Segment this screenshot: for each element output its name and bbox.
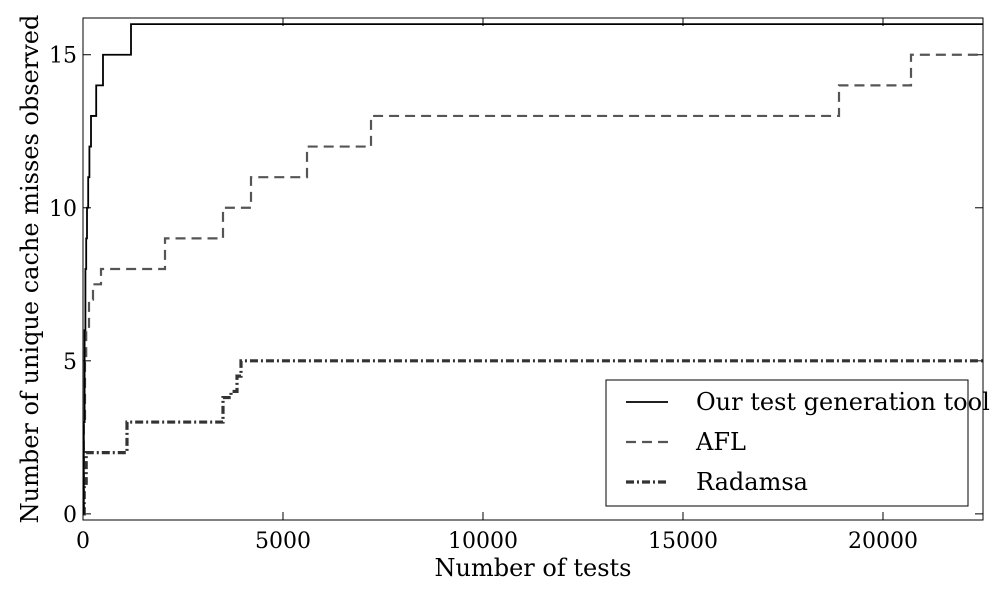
series-layer (82, 23, 983, 516)
x-tick-label: 10000 (448, 529, 518, 554)
plot-frame (82, 17, 984, 521)
legend-label-afl: AFL (695, 428, 746, 456)
legend-label-radamsa: Radamsa (696, 468, 808, 496)
series-line-our-test-generation-tool (82, 23, 983, 515)
x-tick-label: 0 (76, 529, 90, 554)
x-tick-label: 15000 (648, 529, 718, 554)
y-tick-label: 0 (63, 503, 77, 528)
x-tick-label: 5000 (255, 529, 311, 554)
y-tick-label: 10 (49, 197, 77, 222)
series-line-radamsa (82, 359, 983, 516)
x-tick-label: 20000 (848, 529, 918, 554)
x-axis-label: Number of tests (435, 554, 632, 582)
y-tick-label: 15 (49, 44, 77, 69)
axis-ticks: 0 5000 10000 15000 20000 0 5 10 15 (49, 18, 983, 554)
y-tick-label: 5 (63, 350, 77, 375)
series-line-afl (82, 53, 983, 515)
legend-label-our-tool: Our test generation tool (696, 388, 990, 416)
y-axis-label: Number of unique cache misses observed (16, 15, 44, 524)
legend: Our test generation tool AFL Radamsa (605, 379, 990, 507)
